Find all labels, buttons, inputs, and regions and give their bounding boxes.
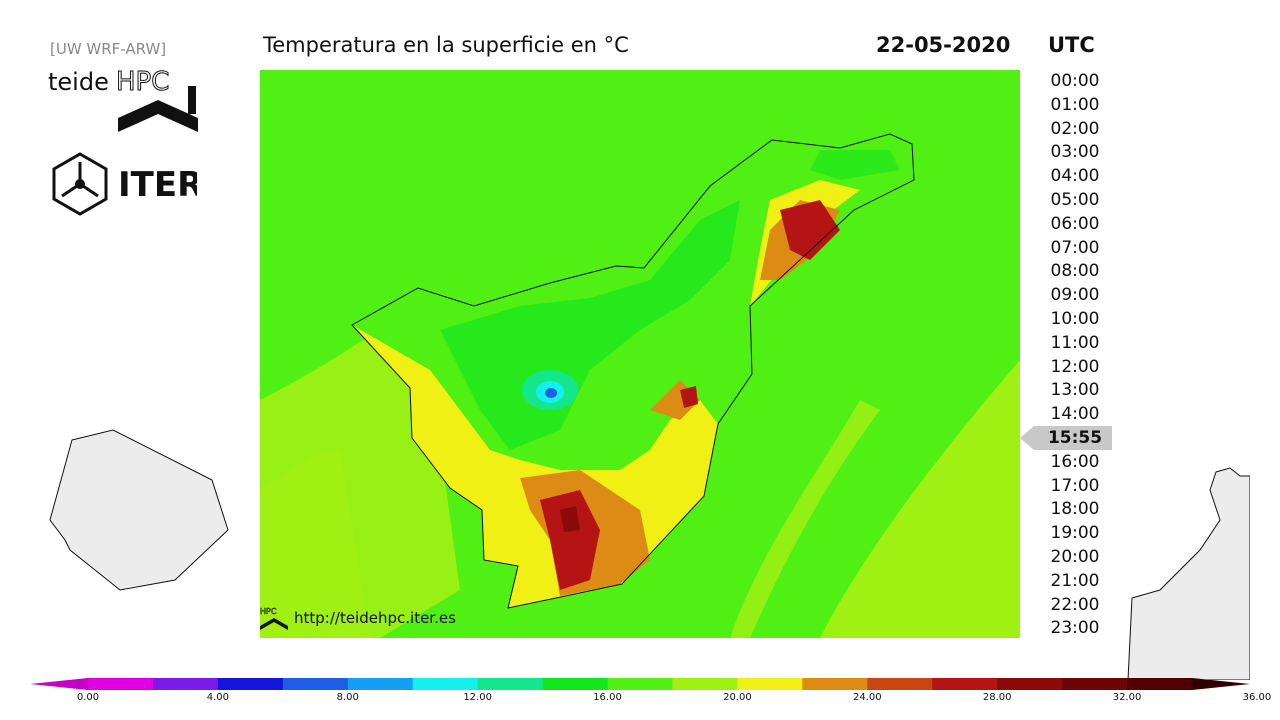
time-item[interactable]: 03:00 [1050,142,1100,163]
svg-text:HPC: HPC [260,607,277,616]
time-item[interactable]: 08:00 [1050,261,1100,282]
time-item[interactable]: 12:00 [1050,356,1100,377]
colorbar-segment [477,678,544,690]
hpc-wordmark: HPC [116,67,169,97]
temperature-map[interactable] [260,70,1020,638]
colorbar-segment [542,678,609,690]
colorbar-tick-label: 36.00 [1242,692,1272,703]
temperature-colorbar [30,678,1250,690]
time-list: 00:00 01:00 02:00 03:00 04:00 05:00 06:00 07:00… [1040,70,1110,641]
colorbar-min-arrow [30,678,88,690]
colorbar-segment [282,678,349,690]
colorbar-tick-label: 20.00 [723,692,752,703]
colorbar-segment [152,678,219,690]
time-item[interactable]: 04:00 [1050,166,1100,187]
current-time-marker [1020,426,1112,450]
hpc-mini-logo: HPC [260,607,288,630]
time-item[interactable]: 23:00 [1050,618,1100,639]
gran-canaria-island [49,429,229,591]
colorbar-tick-label: 24.00 [852,692,882,703]
iter-logo: ITER [52,152,197,216]
colorbar-tick-label: 0.00 [76,692,100,703]
colorbar-segment [412,678,479,690]
time-item[interactable]: 16:00 [1050,451,1100,472]
time-item[interactable]: 22:00 [1050,594,1100,615]
colorbar-segment [737,678,803,690]
time-item[interactable]: 18:00 [1050,499,1100,520]
colorbar-tick-label: 28.00 [982,692,1012,703]
timezone-label: UTC [1048,33,1095,57]
time-item[interactable]: 19:00 [1050,523,1100,544]
colorbar-tick-label: 16.00 [593,692,622,703]
colorbar-max-arrow [1192,678,1250,690]
colorbar-segment [217,678,284,690]
colorbar-tick-label: 32.00 [1112,692,1142,703]
colorbar-segment [867,678,933,690]
teidehpc-logo: teide HPC [48,67,198,132]
colorbar-tick-label: 4.00 [206,692,230,703]
iter-wordmark: ITER [118,165,197,205]
neighbour-island-right [1127,467,1250,680]
time-item[interactable]: 06:00 [1050,213,1100,234]
time-item[interactable]: 14:00 [1050,404,1100,425]
time-item[interactable]: 00:00 [1050,71,1100,91]
time-item[interactable]: 10:00 [1050,308,1100,329]
time-item[interactable]: 21:00 [1050,570,1100,591]
colorbar-segment [347,678,414,690]
colorbar-segment [802,678,868,690]
source-url[interactable]: http://teidehpc.iter.es [294,609,456,627]
time-item[interactable]: 13:00 [1050,380,1100,401]
colorbar-segment [1062,678,1128,690]
time-item[interactable]: 01:00 [1050,94,1100,115]
time-item[interactable]: 09:00 [1050,285,1100,306]
map-date: 22-05-2020 [876,33,1011,57]
time-item[interactable]: 15:55 [1047,427,1103,448]
time-item[interactable]: 07:00 [1050,237,1100,258]
model-tag: [UW WRF-ARW] [50,40,167,58]
colorbar-segment [932,678,998,690]
colorbar-segment [1127,678,1193,690]
colorbar-segment [88,678,154,690]
time-item[interactable]: 11:00 [1050,332,1100,353]
map-title: Temperatura en la superficie en °C [263,33,629,57]
colorbar-ticks: 0.00 4.00 8.00 12.00 16.00 20.00 24.00 28.00 32.… [30,692,1271,708]
source-link[interactable]: HPC http://teidehpc.iter.es [260,606,456,630]
time-item[interactable]: 02:00 [1050,118,1100,139]
colorbar-tick-label: 8.00 [336,692,359,703]
colorbar-segment [672,678,738,690]
time-item[interactable]: 05:00 [1050,189,1100,210]
time-item[interactable]: 17:00 [1050,475,1100,496]
teide-wordmark: teide [48,68,109,96]
time-item[interactable]: 20:00 [1050,546,1100,567]
colorbar-segment [607,678,673,690]
colorbar-tick-label: 12.00 [463,692,492,703]
colorbar-segment [997,678,1063,690]
